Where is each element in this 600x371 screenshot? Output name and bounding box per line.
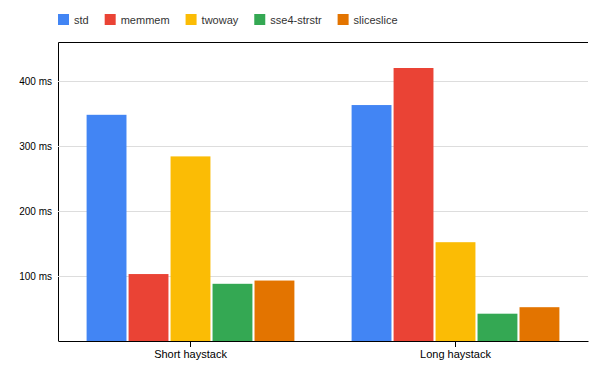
- legend-swatch: [58, 14, 69, 25]
- y-tick-label: 300 ms: [19, 141, 52, 152]
- legend-item: sse4-strstr: [254, 14, 322, 26]
- bar: [520, 307, 560, 341]
- legend: std memmem twoway sse4-strstr sliceslice: [58, 14, 398, 26]
- legend-item: twoway: [186, 14, 239, 26]
- legend-swatch: [338, 14, 349, 25]
- bar: [394, 68, 434, 341]
- grid-line: [58, 341, 588, 342]
- x-axis-line: [59, 341, 589, 342]
- bar-series: [255, 281, 560, 341]
- legend-item: sliceslice: [338, 14, 398, 26]
- legend-label: memmem: [121, 14, 170, 26]
- x-tick-mark: [190, 341, 191, 347]
- grid-line: [58, 146, 588, 147]
- y-tick-label: 100 ms: [19, 271, 52, 282]
- y-axis-line: [59, 43, 589, 342]
- legend-label: sliceslice: [354, 14, 398, 26]
- bar-series: [129, 68, 434, 341]
- bars: [87, 68, 560, 341]
- plot-area: 100 ms 200 ms 300 ms 400 ms Short haystack Lo…: [19, 43, 588, 360]
- bar: [436, 242, 476, 341]
- bar: [129, 274, 169, 341]
- bar: [255, 281, 295, 341]
- grid-line: [58, 211, 588, 212]
- x-tick: Short haystack: [154, 341, 227, 360]
- bar: [213, 284, 253, 341]
- chart: 100 ms 200 ms 300 ms 400 ms Short haystack Lo…: [0, 0, 600, 371]
- y-tick-label: 400 ms: [19, 76, 52, 87]
- x-tick-label: Long haystack: [420, 348, 491, 360]
- legend-label: sse4-strstr: [270, 14, 322, 26]
- x-axis: Short haystack Long haystack: [59, 341, 589, 360]
- bar-series: [171, 156, 476, 341]
- y-tick: 400 ms: [19, 76, 588, 87]
- legend-label: std: [74, 14, 89, 26]
- legend-item: memmem: [105, 14, 170, 26]
- bar: [87, 115, 127, 341]
- x-tick-mark: [455, 341, 456, 347]
- bar: [352, 105, 392, 341]
- bar-series: [87, 105, 392, 341]
- legend-swatch: [186, 14, 197, 25]
- legend-swatch: [105, 14, 116, 25]
- bar: [478, 314, 518, 341]
- y-axis: 100 ms 200 ms 300 ms 400 ms: [19, 43, 588, 342]
- x-tick-label: Short haystack: [154, 348, 227, 360]
- y-tick-label: 200 ms: [19, 206, 52, 217]
- legend-item: std: [58, 14, 89, 26]
- grid-line: [58, 81, 588, 82]
- y-tick: [58, 341, 588, 342]
- legend-swatch: [254, 14, 265, 25]
- bar: [171, 156, 211, 341]
- legend-label: twoway: [202, 14, 239, 26]
- x-tick: Long haystack: [420, 341, 491, 360]
